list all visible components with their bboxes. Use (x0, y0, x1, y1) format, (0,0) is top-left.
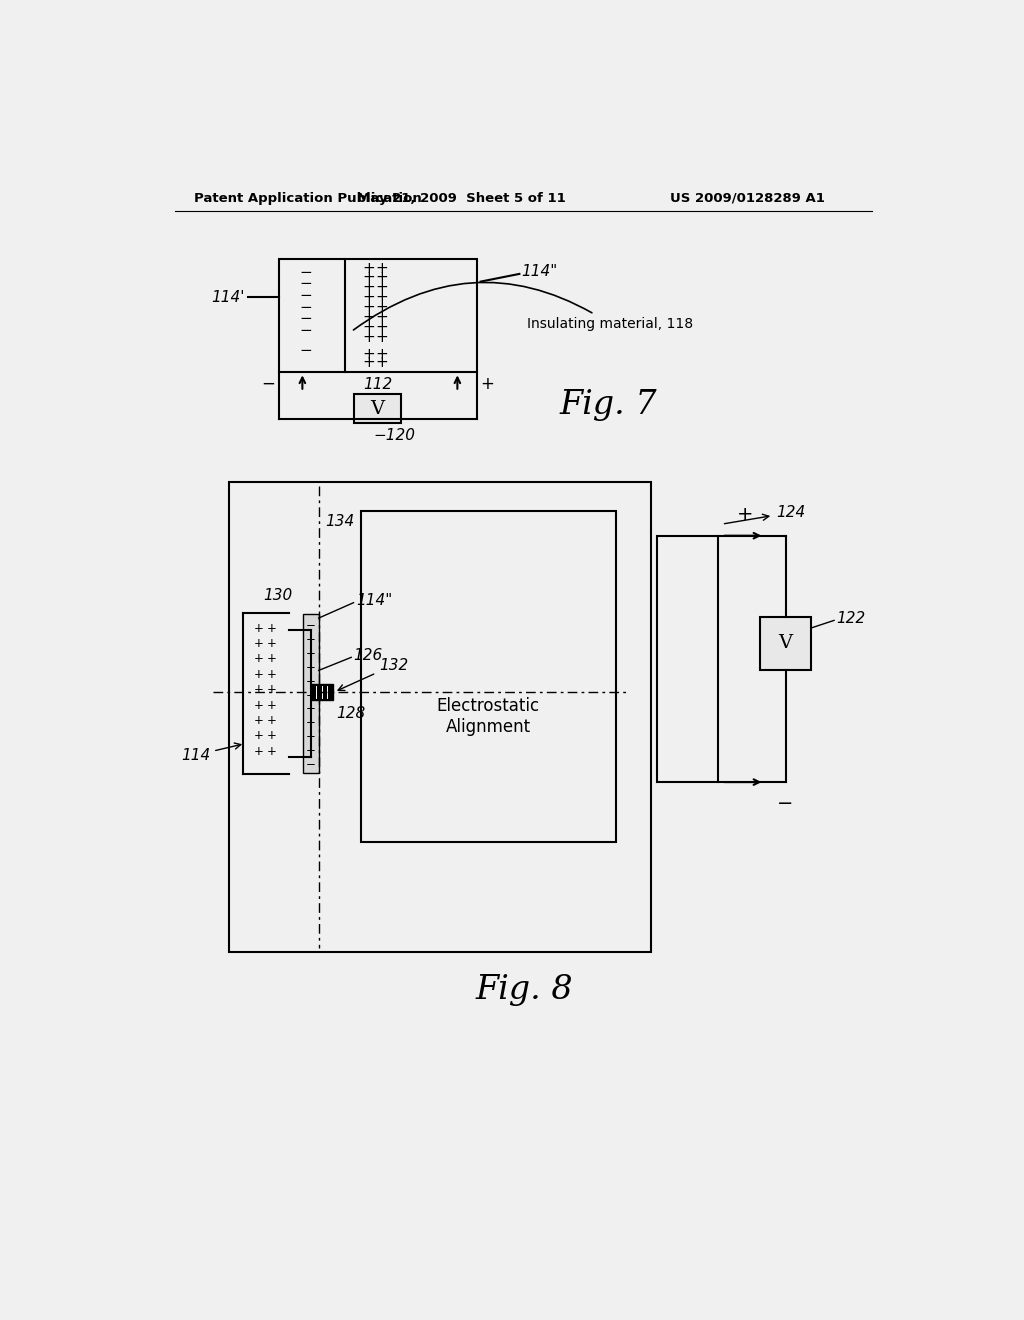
Bar (657, 536, 718, 781)
Text: V: V (778, 635, 793, 652)
Text: +: + (376, 347, 388, 362)
Text: 114": 114" (356, 593, 392, 609)
Text: 130: 130 (263, 589, 293, 603)
Text: +: + (361, 310, 375, 325)
Text: +: + (361, 290, 375, 305)
Text: 134: 134 (326, 515, 355, 529)
Bar (311, 684, 333, 700)
Text: −120: −120 (374, 428, 416, 444)
Text: Fig. 7: Fig. 7 (560, 389, 657, 421)
Text: +: + (376, 355, 388, 370)
Text: +: + (267, 638, 278, 649)
Text: +: + (267, 744, 278, 758)
Text: +: + (253, 652, 263, 665)
Text: +: + (376, 300, 388, 315)
Text: +: + (253, 638, 263, 649)
Text: −: − (300, 343, 312, 359)
Text: −: − (300, 312, 312, 326)
Bar (303, 614, 318, 774)
Text: +: + (267, 730, 278, 742)
Text: +: + (253, 668, 263, 681)
Text: −: − (300, 265, 312, 280)
Text: +: + (361, 300, 375, 315)
Text: +: + (361, 261, 375, 276)
Text: +: + (480, 375, 495, 393)
Text: +: + (376, 280, 388, 296)
Text: −: − (306, 647, 315, 660)
Text: +: + (267, 698, 278, 711)
Text: +: + (376, 290, 388, 305)
Text: 114: 114 (181, 743, 241, 763)
Text: −: − (777, 795, 794, 813)
Text: +: + (361, 321, 375, 335)
Text: +: + (736, 504, 753, 524)
Text: +: + (253, 622, 263, 635)
Bar (280, 259, 477, 372)
Text: 114': 114' (211, 289, 245, 305)
Text: 112: 112 (362, 378, 392, 392)
Text: US 2009/0128289 A1: US 2009/0128289 A1 (671, 191, 825, 205)
Text: +: + (253, 744, 263, 758)
Text: −: − (306, 619, 315, 632)
Bar (228, 482, 651, 952)
Text: Fig. 8: Fig. 8 (476, 974, 573, 1006)
Text: −: − (300, 300, 312, 314)
Text: +: + (253, 730, 263, 742)
Text: May 21, 2009  Sheet 5 of 11: May 21, 2009 Sheet 5 of 11 (357, 191, 565, 205)
Bar (360, 511, 616, 842)
Text: −: − (306, 634, 315, 647)
Text: −: − (306, 675, 315, 688)
Text: +: + (267, 652, 278, 665)
Text: +: + (361, 271, 375, 285)
Text: V: V (371, 400, 385, 417)
Text: +: + (376, 271, 388, 285)
Text: −: − (306, 744, 315, 758)
Text: +: + (361, 355, 375, 370)
Bar (761, 616, 811, 671)
Text: 114": 114" (521, 264, 558, 279)
Text: +: + (267, 668, 278, 681)
Text: +: + (361, 280, 375, 296)
Text: Electrostatic
Alignment: Electrostatic Alignment (437, 697, 540, 735)
Text: −: − (306, 730, 315, 743)
Text: −: − (306, 758, 315, 771)
Text: 122: 122 (837, 611, 865, 626)
Text: −: − (306, 702, 315, 715)
Text: +: + (253, 684, 263, 696)
Text: Insulating material, 118: Insulating material, 118 (353, 282, 693, 331)
Text: +: + (267, 622, 278, 635)
Text: 128: 128 (337, 706, 366, 721)
Text: −: − (300, 276, 312, 292)
Text: +: + (267, 714, 278, 727)
Text: −: − (306, 661, 315, 675)
Text: +: + (267, 684, 278, 696)
Text: +: + (253, 714, 263, 727)
Text: 132: 132 (338, 657, 409, 690)
Text: −: − (306, 689, 315, 702)
Text: −: − (300, 322, 312, 338)
Text: +: + (376, 321, 388, 335)
Text: −: − (306, 717, 315, 730)
Text: +: + (376, 310, 388, 325)
Bar (354, 395, 400, 424)
Text: +: + (376, 330, 388, 346)
Text: Patent Application Publication: Patent Application Publication (194, 191, 422, 205)
Text: +: + (361, 347, 375, 362)
Text: +: + (361, 330, 375, 346)
Text: −: − (300, 288, 312, 304)
Text: +: + (376, 261, 388, 276)
Text: +: + (253, 698, 263, 711)
Text: 124: 124 (724, 506, 805, 524)
Text: 126: 126 (353, 648, 383, 663)
Text: −: − (261, 375, 275, 393)
